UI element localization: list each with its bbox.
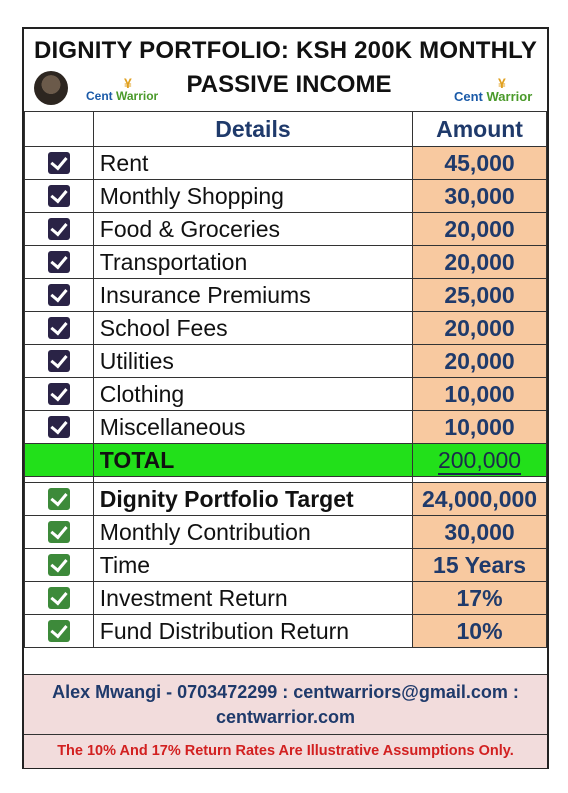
logo-mark-icon: ¥ [124, 75, 132, 91]
expense-rows: Rent 45,000 Monthly Shopping 30,000 Food & G… [24, 146, 547, 444]
column-header-amount: Amount [412, 111, 547, 147]
profile-avatar [34, 71, 68, 105]
checkbox-cell [24, 614, 94, 648]
checkbox-cell [24, 245, 94, 279]
checkbox-cell [24, 377, 94, 411]
row-amount: 25,000 [412, 278, 547, 312]
checkbox-cell [24, 311, 94, 345]
plan-rows: Dignity Portfolio Target 24,000,000 Monthl… [24, 482, 547, 648]
checked-checkbox-icon[interactable] [47, 218, 70, 240]
checkbox-cell [24, 212, 94, 246]
total-amount: 200,000 [412, 443, 547, 477]
checkbox-cell [24, 146, 94, 180]
total-blank-cell [24, 443, 94, 477]
table-header-row: Details Amount [24, 111, 547, 147]
row-label: Rent [92, 146, 414, 180]
checkbox-cell [24, 410, 94, 444]
row-label: Clothing [92, 377, 414, 411]
checked-checkbox-icon[interactable] [47, 185, 70, 207]
total-row: TOTAL 200,000 [24, 443, 547, 477]
row-label: Monthly Shopping [92, 179, 414, 213]
cent-warrior-logo-right: ¥ Cent Warrior [454, 75, 533, 104]
logo-text-b: Warrior [116, 89, 159, 103]
checkbox-cell [24, 515, 94, 549]
checked-checkbox-icon[interactable] [47, 251, 70, 273]
row-label: Time [92, 548, 414, 582]
checkbox-cell [24, 482, 94, 516]
checkbox-cell [24, 581, 94, 615]
table-row: Fund Distribution Return 10% [24, 614, 547, 648]
checked-checkbox-green-icon[interactable] [47, 554, 70, 576]
checked-checkbox-icon[interactable] [47, 383, 70, 405]
checkbox-cell [24, 548, 94, 582]
header-blank-cell [24, 111, 94, 147]
checkbox-cell [24, 179, 94, 213]
table-row: Utilities 20,000 [24, 344, 547, 378]
contact-line-1: Alex Mwangi - 0703472299 : centwarriors@… [52, 682, 519, 702]
row-label: Fund Distribution Return [92, 614, 414, 648]
checked-checkbox-icon[interactable] [47, 416, 70, 438]
contact-line-2: centwarrior.com [215, 707, 356, 727]
disclaimer: The 10% And 17% Return Rates Are Illustr… [24, 734, 547, 768]
row-amount: 20,000 [412, 245, 547, 279]
row-amount: 10% [412, 614, 547, 648]
row-label: Investment Return [92, 581, 414, 615]
row-label: Dignity Portfolio Target [92, 482, 414, 516]
row-label: Miscellaneous [92, 410, 414, 444]
row-amount: 30,000 [412, 515, 547, 549]
row-amount: 20,000 [412, 344, 547, 378]
row-label: School Fees [92, 311, 414, 345]
checkbox-cell [24, 344, 94, 378]
title-line-2: PASSIVE INCOME [186, 71, 392, 98]
cent-warrior-logo-left: ¥ Cent Warrior [86, 75, 159, 103]
column-header-details: Details [92, 111, 414, 147]
table-row: Time 15 Years [24, 548, 547, 582]
row-amount: 17% [412, 581, 547, 615]
checked-checkbox-green-icon[interactable] [47, 488, 70, 510]
checked-checkbox-green-icon[interactable] [47, 587, 70, 609]
logo-mark-icon: ¥ [498, 75, 506, 91]
row-label: Monthly Contribution [92, 515, 414, 549]
portfolio-card: DIGNITY PORTFOLIO: KSH 200K MONTHLY ¥ Ce… [22, 27, 549, 769]
table-row: Insurance Premiums 25,000 [24, 278, 547, 312]
row-label: Utilities [92, 344, 414, 378]
table-row: Rent 45,000 [24, 146, 547, 180]
table-row: Clothing 10,000 [24, 377, 547, 411]
table-row: Miscellaneous 10,000 [24, 410, 547, 444]
contact-info: Alex Mwangi - 0703472299 : centwarriors@… [24, 674, 547, 734]
row-label: Food & Groceries [92, 212, 414, 246]
row-amount: 10,000 [412, 410, 547, 444]
row-label: Transportation [92, 245, 414, 279]
table-row: Monthly Contribution 30,000 [24, 515, 547, 549]
row-amount: 24,000,000 [412, 482, 547, 516]
row-amount: 20,000 [412, 212, 547, 246]
table-row: Food & Groceries 20,000 [24, 212, 547, 246]
checked-checkbox-icon[interactable] [47, 284, 70, 306]
row-amount: 45,000 [412, 146, 547, 180]
title-line-1: DIGNITY PORTFOLIO: KSH 200K MONTHLY [33, 37, 538, 64]
total-label: TOTAL [92, 443, 414, 477]
table-row: Investment Return 17% [24, 581, 547, 615]
row-amount: 30,000 [412, 179, 547, 213]
row-amount: 20,000 [412, 311, 547, 345]
checked-checkbox-icon[interactable] [47, 317, 70, 339]
row-amount: 15 Years [412, 548, 547, 582]
budget-table: Details Amount Rent 45,000 Monthly Shoppin… [24, 111, 547, 648]
logo-text-a: Cent [454, 89, 487, 104]
checked-checkbox-icon[interactable] [47, 152, 70, 174]
table-row: Dignity Portfolio Target 24,000,000 [24, 482, 547, 516]
total-section: TOTAL 200,000 [24, 443, 547, 483]
table-row: Monthly Shopping 30,000 [24, 179, 547, 213]
table-row: Transportation 20,000 [24, 245, 547, 279]
checked-checkbox-green-icon[interactable] [47, 620, 70, 642]
checked-checkbox-green-icon[interactable] [47, 521, 70, 543]
header: DIGNITY PORTFOLIO: KSH 200K MONTHLY ¥ Ce… [24, 29, 547, 111]
checkbox-cell [24, 278, 94, 312]
checked-checkbox-icon[interactable] [47, 350, 70, 372]
table-row: School Fees 20,000 [24, 311, 547, 345]
logo-text-a: Cent [86, 89, 116, 103]
row-label: Insurance Premiums [92, 278, 414, 312]
row-amount: 10,000 [412, 377, 547, 411]
logo-text-b: Warrior [486, 89, 533, 104]
